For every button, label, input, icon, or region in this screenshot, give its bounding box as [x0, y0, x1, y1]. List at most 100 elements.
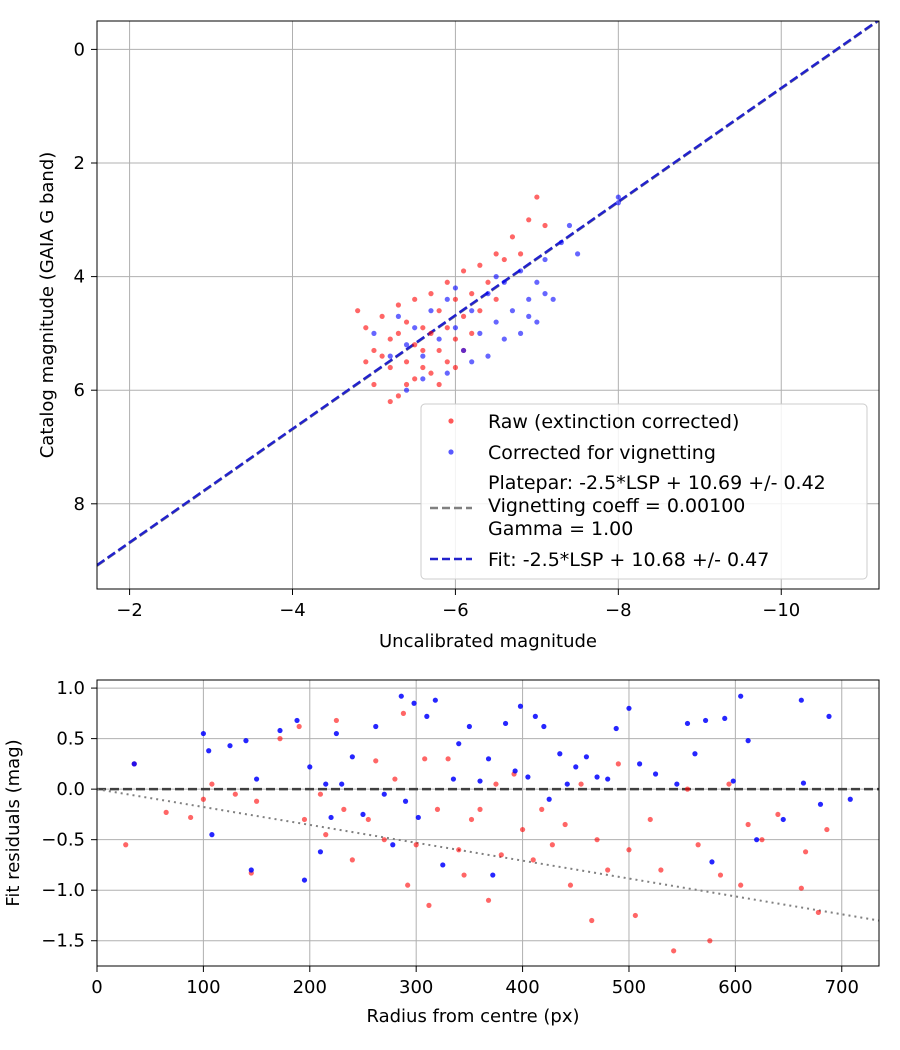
bottom-x-tick-label: 500: [612, 977, 646, 998]
raw-point: [363, 325, 369, 331]
corrected-residual-point: [817, 801, 824, 807]
corrected-residual-point: [248, 867, 254, 873]
corrected-point: [526, 296, 532, 302]
raw-residual-point: [445, 756, 451, 762]
raw-residual-point: [684, 786, 691, 792]
corrected-residual-point: [517, 703, 524, 709]
raw-residual-point: [317, 791, 324, 797]
corrected-residual-point: [692, 751, 698, 757]
raw-residual-point: [759, 837, 765, 843]
raw-residual-point: [605, 867, 611, 873]
corrected-residual-point: [227, 743, 233, 749]
corrected-point: [615, 194, 621, 200]
corrected-residual-point: [594, 774, 600, 780]
top-x-axis-label: Uncalibrated magnitude: [379, 631, 597, 652]
raw-point: [363, 359, 369, 365]
raw-residual-point: [426, 902, 432, 908]
corrected-residual-point: [466, 723, 472, 730]
top-y-tick-label: 8: [74, 494, 85, 515]
raw-residual-point: [232, 791, 238, 797]
corrected-point: [517, 330, 524, 336]
corrected-residual-point: [546, 796, 552, 802]
raw-residual-point: [461, 872, 467, 878]
raw-point: [534, 194, 540, 200]
corrected-residual-point: [583, 754, 590, 760]
corrected-point: [420, 376, 426, 382]
corrected-point: [477, 330, 483, 336]
raw-point: [542, 222, 548, 229]
bottom-y-tick-label: 1.0: [56, 678, 85, 699]
corrected-residual-point: [709, 859, 715, 865]
raw-residual-point: [485, 897, 492, 903]
raw-point: [371, 347, 377, 354]
corrected-point: [420, 353, 426, 359]
top-x-tick-label: −6: [442, 600, 469, 621]
corrected-point: [403, 342, 410, 348]
raw-point: [403, 381, 410, 388]
bottom-reference-lines: [97, 787, 879, 922]
corrected-point: [395, 313, 401, 319]
raw-point: [444, 359, 450, 365]
raw-residual-point: [775, 811, 781, 818]
corrected-residual-point: [390, 842, 396, 848]
corrected-residual-point: [485, 756, 492, 762]
corrected-point: [526, 313, 532, 319]
raw-point: [379, 313, 385, 319]
bottom-ticks: 0 100 200 300 400 500 600 700 1.0 0.5 0.0 −0.5 −1.0 −…: [41, 678, 859, 998]
corrected-residual-point: [502, 720, 509, 727]
corrected-residual-point: [745, 738, 751, 744]
raw-point: [436, 347, 442, 354]
corrected-point: [493, 319, 499, 325]
corrected-residual-point: [432, 697, 438, 703]
raw-residual-point: [578, 781, 584, 787]
legend-platepar-line: Gamma = 1.00: [488, 518, 633, 540]
raw-residual-point: [671, 948, 677, 954]
raw-point: [469, 291, 475, 297]
raw-point: [436, 381, 442, 388]
raw-point: [493, 296, 499, 302]
legend-box: [420, 403, 868, 580]
bottom-data-points: [123, 693, 853, 954]
raw-residual-point: [626, 847, 632, 853]
corrected-residual-point: [456, 741, 462, 747]
raw-residual-point: [400, 710, 407, 716]
raw-residual-point: [658, 867, 664, 873]
corrected-point: [493, 274, 499, 280]
corrected-residual-point: [243, 738, 249, 744]
corrected-point: [615, 200, 621, 206]
corrected-residual-point: [730, 778, 736, 784]
corrected-residual-point: [360, 811, 366, 818]
bottom-y-tick-label: −1.0: [41, 880, 85, 901]
raw-residual-point: [647, 816, 653, 823]
raw-point: [444, 279, 450, 285]
raw-point: [477, 308, 483, 314]
corrected-residual-point: [328, 814, 334, 821]
top-y-axis-label: Catalog magnitude (GAIA G band): [37, 152, 58, 459]
corrected-point: [485, 353, 491, 359]
corrected-residual-point: [301, 877, 308, 883]
corrected-point: [452, 285, 459, 291]
bottom-x-tick-label: 300: [399, 977, 433, 998]
corrected-residual-point: [333, 730, 339, 737]
raw-residual-point: [323, 832, 329, 838]
corrected-point: [558, 239, 564, 246]
raw-point: [395, 393, 401, 399]
corrected-point: [403, 387, 410, 393]
top-axes-frame: [96, 20, 880, 590]
raw-residual-point: [717, 872, 724, 878]
corrected-residual-point: [349, 754, 355, 760]
raw-residual-point: [815, 909, 821, 916]
raw-residual-point: [802, 849, 809, 855]
legend: Raw (extinction corrected) Corrected for…: [420, 403, 868, 580]
bottom-x-tick-label: 700: [825, 977, 859, 998]
raw-residual-point: [277, 736, 283, 742]
raw-point: [420, 364, 426, 371]
raw-point: [509, 234, 516, 240]
raw-residual-point: [798, 885, 804, 891]
raw-residual-point: [434, 806, 441, 812]
top-y-tick-label: 2: [74, 153, 85, 174]
raw-residual-point: [519, 826, 526, 833]
bottom-y-tick-label: −1.5: [41, 931, 85, 952]
corrected-residual-point: [294, 717, 300, 724]
